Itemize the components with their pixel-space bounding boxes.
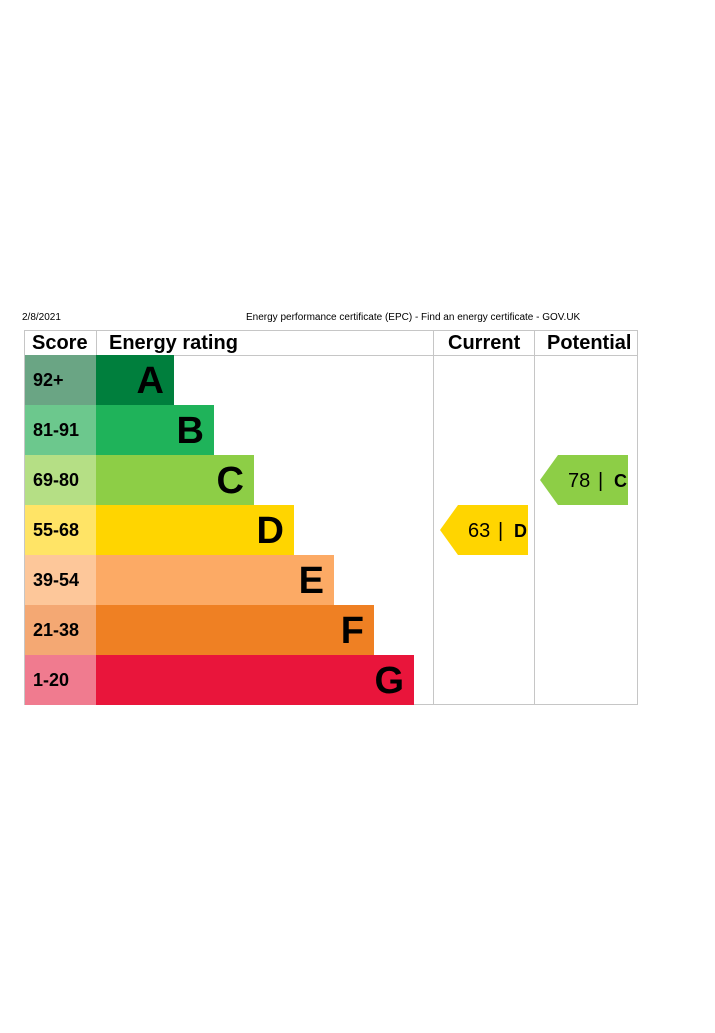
rating-letter-c: C (216, 460, 244, 502)
rating-bar-a: A (96, 355, 174, 405)
score-range-c: 69-80 (25, 455, 96, 505)
potential-rating-value: 78 (568, 470, 590, 492)
rating-letter-a: A (136, 360, 164, 402)
column-divider-potential (534, 330, 535, 705)
score-range-e: 39-54 (25, 555, 96, 605)
current-rating-separator: | (498, 520, 503, 542)
score-range-f: 21-38 (25, 605, 96, 655)
rating-letter-f: F (340, 610, 364, 652)
energy-rating-column-header: Energy rating (109, 332, 238, 354)
current-column-header: Current (448, 332, 521, 354)
rating-bar-d: D (96, 505, 294, 555)
potential-column-header: Potential (547, 332, 632, 354)
rating-letter-e: E (298, 560, 324, 602)
rating-bar-e: E (96, 555, 334, 605)
current-rating-value: 63 (468, 520, 490, 542)
current-rating-arrow (440, 505, 528, 555)
potential-rating-letter: C (614, 471, 627, 491)
score-range-a: 92+ (25, 355, 96, 405)
print-date: 2/8/2021 (22, 312, 61, 323)
rating-bar-b: B (96, 405, 214, 455)
potential-rating-arrow (540, 455, 628, 505)
current-rating-letter: D (514, 521, 527, 541)
score-range-b: 81-91 (25, 405, 96, 455)
column-divider-current (433, 330, 434, 705)
score-range-g: 1-20 (25, 655, 96, 705)
header-divider (24, 355, 638, 356)
rating-letter-g: G (374, 660, 404, 702)
rating-letter-b: B (176, 410, 204, 452)
rating-bar-g: G (96, 655, 414, 705)
print-page-title: Energy performance certificate (EPC) - F… (246, 312, 581, 323)
potential-rating-separator: | (598, 470, 603, 492)
rating-letter-d: D (256, 510, 284, 552)
score-column-header: Score (32, 332, 88, 354)
rating-bar-c: C (96, 455, 254, 505)
rating-bar-f: F (96, 605, 374, 655)
score-range-d: 55-68 (25, 505, 96, 555)
